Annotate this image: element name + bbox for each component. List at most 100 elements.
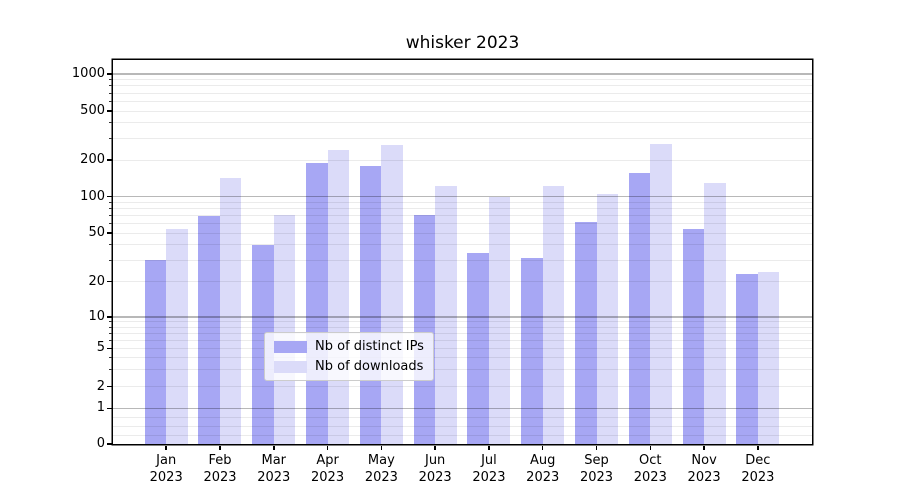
x-tick-label-jun: Jun 2023 [418, 453, 452, 485]
y-minor-tick-600 [109, 100, 112, 102]
bar-nb-of-downloads-nov [704, 183, 726, 444]
legend: Nb of distinct IPs Nb of downloads [264, 332, 434, 381]
y-tick-label-0: 0 [96, 436, 105, 451]
gridline-80 [113, 207, 812, 209]
y-tick-10 [107, 316, 112, 318]
y-tick-1 [107, 407, 112, 410]
chart-title: whisker 2023 [405, 33, 520, 53]
gridline-9 [113, 321, 812, 323]
bar-nb-of-distinct-ips-feb [198, 216, 220, 444]
bar-nb-of-distinct-ips-jun [413, 215, 436, 444]
y-minor-tick-900 [109, 79, 112, 81]
x-tick-label-jul: Jul 2023 [472, 453, 506, 485]
x-tick-label-feb: Feb 2023 [203, 453, 237, 485]
y-tick-label-50: 50 [88, 225, 105, 240]
x-tick-jul [488, 445, 490, 450]
legend-item-distinct-ips: Nb of distinct IPs [274, 339, 424, 354]
legend-swatch-downloads [274, 360, 307, 373]
y-tick-2 [107, 385, 112, 388]
bar-nb-of-distinct-ips-sep [575, 221, 597, 444]
y-minor-tick-300 [109, 137, 112, 139]
y-minor-tick-3 [109, 369, 112, 371]
y-tick-100 [107, 195, 112, 198]
x-tick-label-nov: Nov 2023 [687, 453, 721, 485]
plot-area [107, 60, 812, 450]
y-tick-label-100: 100 [80, 188, 105, 204]
y-tick-label-10: 10 [88, 309, 105, 324]
y-tick-50 [107, 232, 112, 234]
gridline-300 [113, 137, 812, 139]
x-tick-label-may: May 2023 [364, 453, 398, 485]
y-tick-5 [107, 347, 112, 350]
gridline-0.75 [113, 416, 812, 418]
bar-nb-of-distinct-ips-oct [628, 173, 651, 444]
gridline-70 [113, 214, 812, 216]
gridline-7 [113, 332, 812, 334]
legend-item-downloads: Nb of downloads [274, 359, 424, 374]
y-minor-tick-30 [109, 259, 112, 261]
legend-label-distinct-ips: Nb of distinct IPs [315, 339, 424, 354]
gridline-50 [113, 232, 812, 234]
gridline-400 [113, 122, 812, 124]
x-tick-jan [165, 445, 167, 450]
bar-nb-of-distinct-ips-jul [467, 253, 489, 444]
y-tick-label-5: 5 [96, 340, 105, 356]
gridline-4 [113, 357, 812, 359]
y-minor-tick-90 [109, 201, 112, 203]
x-tick-label-dec: Dec 2023 [741, 453, 775, 485]
gridline-6 [113, 339, 812, 341]
y-tick-label-200: 200 [80, 152, 105, 167]
bar-nb-of-downloads-may [381, 144, 403, 444]
x-tick-dec [757, 445, 759, 450]
bar-nb-of-downloads-jul [488, 196, 511, 444]
x-tick-sep [595, 445, 598, 450]
gridline-700 [113, 92, 812, 94]
y-minor-tick-6 [109, 339, 112, 341]
y-tick-label-1: 1 [96, 400, 105, 416]
bar-nb-of-downloads-sep [596, 193, 619, 444]
x-tick-label-sep: Sep 2023 [579, 453, 614, 485]
bar-nb-of-distinct-ips-jan [144, 260, 167, 444]
x-tick-label-apr: Apr 2023 [311, 453, 345, 485]
y-minor-tick-70 [109, 214, 112, 216]
gridline-900 [113, 79, 812, 81]
gridline-800 [113, 85, 812, 87]
gridline-100 [113, 195, 812, 198]
legend-label-downloads: Nb of downloads [315, 359, 424, 374]
gridline-0.25 [113, 434, 812, 436]
x-tick-label-aug: Aug 2023 [526, 453, 560, 485]
x-tick-jun [434, 445, 436, 450]
legend-swatch-distinct-ips [274, 340, 307, 353]
x-tick-feb [219, 445, 221, 450]
bar-nb-of-distinct-ips-mar [252, 244, 274, 444]
y-minor-tick-4 [109, 357, 112, 359]
x-tick-label-jan: Jan 2023 [149, 453, 183, 485]
x-tick-apr [326, 445, 329, 450]
bar-nb-of-downloads-jun [435, 186, 457, 444]
gridline-2 [113, 386, 812, 388]
x-tick-oct [649, 445, 652, 450]
y-tick-200 [107, 159, 112, 161]
bar-nb-of-downloads-feb [219, 178, 242, 444]
bar-nb-of-distinct-ips-dec [736, 274, 758, 444]
gridline-90 [113, 201, 812, 203]
x-tick-label-oct: Oct 2023 [633, 453, 667, 485]
gridline-5 [113, 347, 812, 349]
gridline-40 [113, 244, 812, 246]
y-minor-tick-400 [109, 122, 112, 124]
bar-nb-of-downloads-dec [757, 272, 780, 444]
bar-nb-of-downloads-aug [542, 185, 565, 444]
x-tick-may [380, 445, 383, 450]
x-tick-aug [541, 445, 544, 450]
gridline-1000 [113, 73, 812, 75]
y-tick-label-1000: 1000 [71, 66, 105, 81]
bar-nb-of-distinct-ips-aug [521, 258, 543, 444]
gridline-8 [113, 326, 812, 328]
gridline-10 [113, 316, 812, 318]
y-minor-tick-40 [109, 244, 112, 246]
y-tick-0 [107, 443, 112, 445]
y-minor-tick-80 [109, 207, 112, 209]
gridline-60 [113, 222, 812, 224]
bar-nb-of-distinct-ips-apr [306, 162, 328, 444]
